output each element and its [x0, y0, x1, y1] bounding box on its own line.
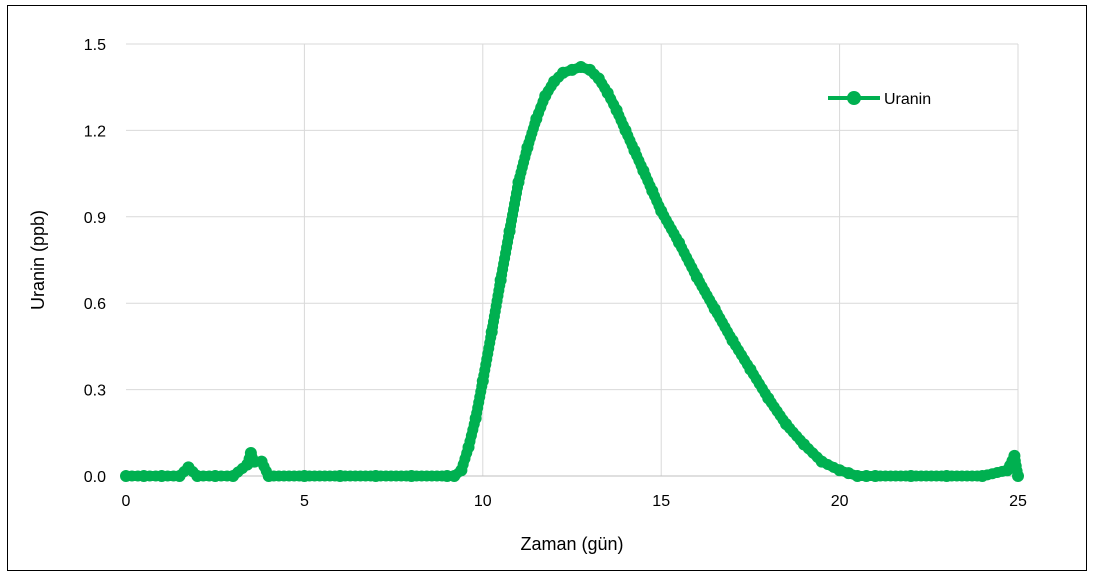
grid-layer	[126, 43, 1019, 476]
data-point-interp	[971, 470, 983, 482]
data-point-interp	[811, 451, 823, 463]
chart-frame: 0 5 10 15 20 25 0.0 0.3 0.6 0.9 1.2 1.5 Zaman (gün)…	[7, 5, 1087, 571]
data-point-interp	[635, 160, 647, 172]
x-tick-label: 5	[300, 493, 309, 510]
data-point-interp	[494, 279, 506, 291]
x-tick-label: 15	[652, 493, 670, 510]
y-tick-label: 1.2	[84, 123, 106, 140]
data-point-interp	[485, 331, 497, 343]
tick-label-layer: 0 5 10 15 20 25 0.0 0.3 0.6 0.9 1.2 1.5	[84, 37, 1027, 510]
data-point-interp	[608, 98, 620, 110]
x-axis-title: Zaman (gün)	[520, 534, 623, 554]
data-point-interp	[688, 266, 700, 278]
legend-label-uranin: Uranin	[884, 91, 931, 108]
data-point-interp	[537, 96, 549, 108]
data-point-interp	[794, 434, 806, 446]
data-point-interp	[626, 140, 638, 152]
y-tick-label: 0.3	[84, 383, 106, 400]
data-point-interp	[936, 470, 948, 482]
data-point-interp	[221, 470, 233, 482]
data-point-interp	[150, 470, 162, 482]
data-point-interp	[468, 418, 480, 430]
data-point-interp	[243, 453, 255, 465]
data-point-interp	[476, 380, 488, 392]
y-tick-label: 1.5	[84, 37, 106, 54]
y-tick-label: 0.0	[84, 469, 106, 486]
data-point-interp	[759, 387, 771, 399]
data-point-interp	[1011, 465, 1023, 477]
data-point-interp	[653, 200, 665, 212]
data-point-interp	[400, 470, 412, 482]
x-tick-label: 10	[474, 493, 492, 510]
data-point-interp	[168, 470, 180, 482]
legend: Uranin	[828, 91, 931, 108]
data-point-interp	[178, 466, 190, 478]
data-point-interp	[520, 147, 532, 159]
uranin-chart: 0 5 10 15 20 25 0.0 0.3 0.6 0.9 1.2 1.5 Zaman (gün)…	[28, 37, 1027, 554]
data-point-interp	[553, 71, 565, 83]
legend-marker-uranin	[847, 91, 861, 105]
data-point-interp	[436, 470, 448, 482]
data-point-interp	[706, 298, 718, 310]
data-point-interp	[293, 470, 305, 482]
data-point-interp	[529, 118, 541, 130]
y-axis-title: Uranin (ppb)	[28, 210, 48, 310]
data-point-interp	[617, 119, 629, 131]
data-point-interp	[900, 470, 912, 482]
data-point-interp	[237, 462, 249, 474]
data-point-interp	[461, 447, 473, 459]
data-point-interp	[132, 470, 144, 482]
y-tick-label: 0.9	[84, 210, 106, 227]
x-tick-label: 0	[122, 493, 131, 510]
data-point-interp	[724, 330, 736, 342]
data-point-interp	[599, 82, 611, 94]
data-point	[851, 470, 864, 482]
data-point-interp	[777, 414, 789, 426]
data-point-interp	[588, 68, 600, 80]
data-point-interp	[828, 461, 840, 473]
data-point	[860, 470, 873, 482]
data-point-interp	[511, 182, 523, 194]
data-point-interp	[503, 231, 515, 243]
data-point-interp	[329, 470, 341, 482]
data-point-interp	[996, 465, 1008, 477]
data-point-interp	[670, 232, 682, 244]
data-point-interp	[644, 180, 656, 192]
series-layer	[120, 61, 1024, 482]
data-point-interp	[203, 470, 215, 482]
y-tick-label: 0.6	[84, 296, 106, 313]
series-line-uranin	[121, 62, 1023, 481]
x-tick-label: 20	[831, 493, 849, 510]
data-point-interp	[187, 466, 199, 478]
data-point-interp	[545, 80, 557, 92]
x-tick-label: 25	[1009, 493, 1027, 510]
data-point-interp	[741, 359, 753, 371]
data-point-interp	[365, 470, 377, 482]
